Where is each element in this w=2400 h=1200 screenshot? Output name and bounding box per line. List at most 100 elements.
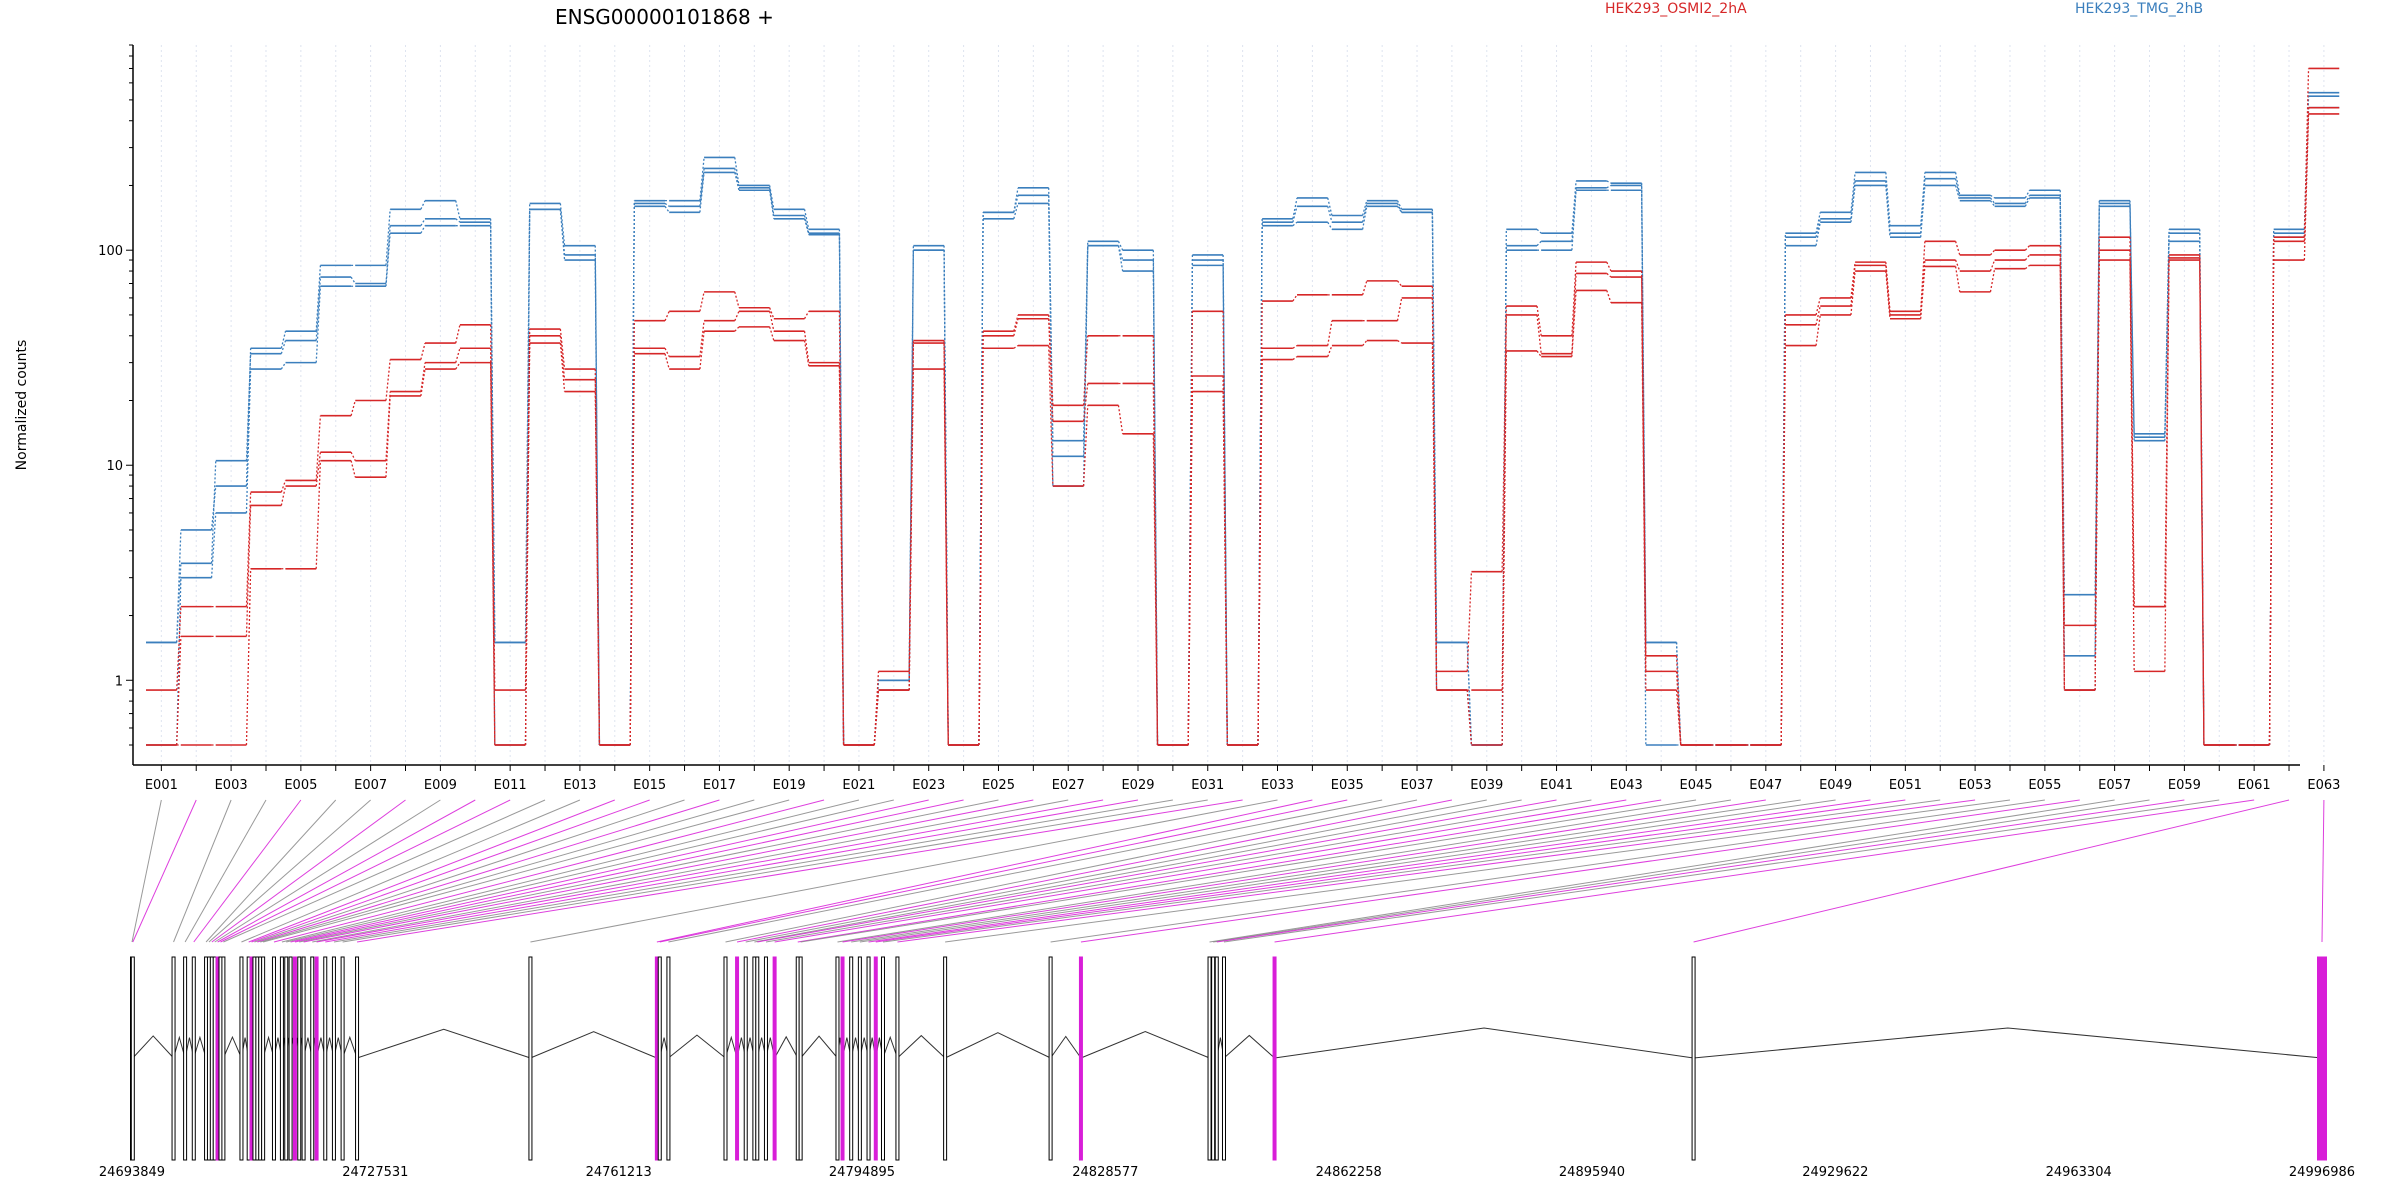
x-tick-label: E061	[2238, 778, 2271, 793]
exon-transition	[769, 187, 775, 216]
exon-box	[171, 956, 176, 1161]
exon-connector	[299, 799, 999, 943]
exon-connector	[303, 799, 1034, 943]
exon-transition	[1466, 690, 1473, 746]
intron-arc	[774, 1035, 799, 1059]
exon-transition	[2024, 254, 2031, 261]
exon-transition	[2024, 264, 2030, 270]
exon-transition	[803, 209, 810, 230]
exon-connector	[220, 799, 511, 943]
exon-transition	[1361, 200, 1368, 216]
exon-transition	[2024, 189, 2031, 199]
x-tick-label: E031	[1191, 778, 1224, 793]
exon-transition	[245, 492, 252, 607]
intron-arc	[882, 1035, 898, 1059]
exon-box	[221, 956, 226, 1161]
exon-connector	[1213, 799, 2150, 943]
exon-transition	[1292, 206, 1298, 223]
exon-connector	[859, 799, 1836, 943]
exon-transition	[1187, 391, 1194, 746]
exon-transition	[769, 326, 775, 341]
exon-transition	[1989, 249, 1996, 256]
exon-transition	[1013, 318, 1019, 336]
exon-connector	[325, 799, 1139, 943]
exon-transition	[1292, 221, 1298, 227]
exon-transition	[1675, 690, 1682, 746]
exon-connector	[286, 799, 894, 943]
exon-connector	[868, 799, 1871, 943]
exon-box	[743, 956, 748, 1161]
exon-transition	[1536, 314, 1542, 354]
x-tick-label: E045	[1680, 778, 1713, 793]
exon-transition	[1257, 218, 1263, 746]
intron-arc	[800, 1035, 838, 1059]
exon-transition	[1501, 314, 1507, 691]
exon-transition	[420, 218, 426, 227]
exon-box	[261, 956, 266, 1161]
exon-transition	[245, 568, 252, 746]
exon-box	[310, 956, 315, 1161]
x-tick-label: E057	[2098, 778, 2131, 793]
exon-transition	[559, 335, 566, 380]
vertical-gridlines	[160, 45, 2325, 765]
exon-connector	[342, 799, 1208, 943]
exon-transition	[838, 233, 845, 746]
exon-connector	[205, 799, 337, 943]
exon-box	[657, 956, 662, 1161]
exon-transition	[315, 277, 322, 341]
exon-transition	[1397, 339, 1403, 344]
intron-arc	[1274, 1027, 1694, 1059]
exon-connector	[131, 799, 162, 943]
series-lines	[146, 67, 2340, 746]
exon-box	[1048, 956, 1053, 1161]
x-tick-label: E037	[1401, 778, 1434, 793]
exon-box	[943, 956, 948, 1161]
exon-connector	[659, 799, 1348, 943]
exon-connector	[725, 799, 1418, 943]
exon-transition	[245, 505, 252, 637]
exon-transition	[699, 172, 705, 213]
intron-arc	[1693, 1027, 2323, 1059]
exon-transition	[1954, 178, 1961, 199]
exon-transition	[699, 157, 705, 201]
x-tick-label: E047	[1749, 778, 1782, 793]
exon-transition	[1989, 200, 1996, 207]
exon-transition	[1361, 280, 1368, 296]
exon-transition	[769, 307, 775, 319]
exon-transition	[559, 203, 566, 246]
exon-box	[331, 956, 336, 1161]
exon-connector	[251, 799, 650, 943]
exon-transition	[664, 347, 670, 357]
exon-transition	[1327, 197, 1333, 216]
exon-box	[895, 956, 900, 1161]
exon-transition	[1501, 350, 1507, 746]
exon-transition	[2024, 195, 2031, 204]
exon-box	[340, 956, 345, 1161]
x-tick-label: E039	[1470, 778, 1503, 793]
exon-transition	[734, 172, 740, 191]
x-tick-label: E013	[563, 778, 596, 793]
exon-box	[279, 956, 284, 1161]
exon-box	[723, 956, 728, 1161]
exon-transition	[1257, 359, 1263, 746]
exon-connector	[241, 799, 581, 943]
exon-transition	[629, 353, 635, 746]
exon-transition	[1013, 345, 1019, 349]
exon-connector	[217, 799, 476, 943]
exon-box	[528, 956, 533, 1161]
exon-connector	[530, 799, 1278, 943]
exon-transition	[350, 400, 356, 416]
exon-transition	[2059, 254, 2066, 691]
x-tick-label: E005	[284, 778, 317, 793]
x-tick-label: E015	[633, 778, 666, 793]
exon-transition	[1082, 245, 1089, 457]
exon-transition	[873, 690, 880, 746]
exon-transition	[455, 348, 461, 363]
exon-transition	[1815, 297, 1821, 316]
exon-transition	[1082, 245, 1089, 487]
exon-transition	[315, 452, 322, 487]
exon-connector	[223, 799, 546, 943]
exon-box	[763, 956, 768, 1161]
exon-transition	[2164, 260, 2170, 672]
y-axis-label: Normalized counts	[14, 340, 30, 471]
